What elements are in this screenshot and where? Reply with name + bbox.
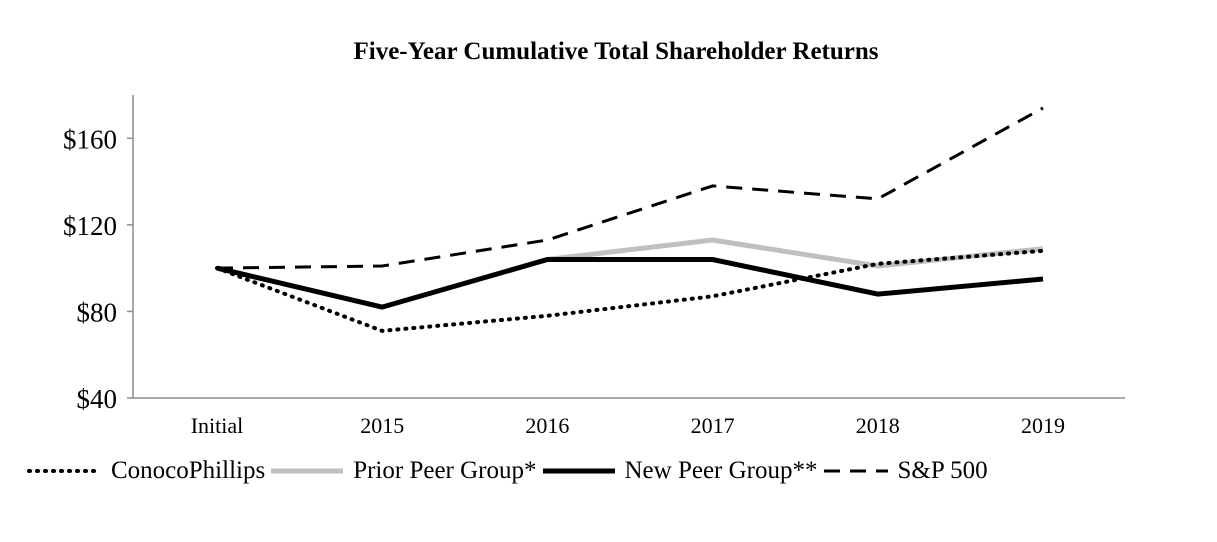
y-tick-label: $160 [63, 124, 117, 154]
legend-item: New Peer Group** [539, 457, 820, 485]
legend-label: ConocoPhillips [111, 457, 266, 484]
x-tick-label: Initial [191, 413, 244, 438]
x-tick-label: 2018 [856, 413, 900, 438]
y-tick-label: $40 [77, 384, 118, 414]
legend-item: ConocoPhillips [25, 457, 267, 485]
legend: ConocoPhillips Prior Peer Group* New Peer … [25, 454, 990, 488]
x-tick-label: 2019 [1021, 413, 1065, 438]
x-tick-label: 2015 [360, 413, 404, 438]
legend-swatch [27, 469, 103, 473]
legend-label: New Peer Group** [624, 457, 818, 484]
y-tick-label: $120 [63, 211, 117, 241]
y-tick-label: $80 [77, 297, 118, 327]
x-axis-ticks: Initial 2015 2016 2017 2018 2019 [191, 413, 1065, 438]
x-tick-label: 2017 [691, 413, 735, 438]
series-line-new-peer-group [216, 257, 1044, 310]
chart-title: Five-Year Cumulative Total Shareholder R… [353, 38, 879, 65]
series-line-conocophillips [215, 248, 1045, 333]
legend-item: S&P 500 [820, 457, 990, 485]
legend-swatch [542, 468, 615, 474]
legend-swatch [271, 468, 344, 474]
legend-swatch [823, 469, 888, 473]
series-line-s-p-500 [216, 106, 1044, 270]
legend-label: Prior Peer Group* [353, 457, 537, 484]
y-axis-ticks: $40 $80 $120 $160 [63, 124, 133, 414]
legend-label: S&P 500 [897, 457, 988, 484]
legend-item: Prior Peer Group* [267, 457, 538, 485]
series-layer [215, 106, 1045, 333]
x-tick-label: 2016 [525, 413, 569, 438]
